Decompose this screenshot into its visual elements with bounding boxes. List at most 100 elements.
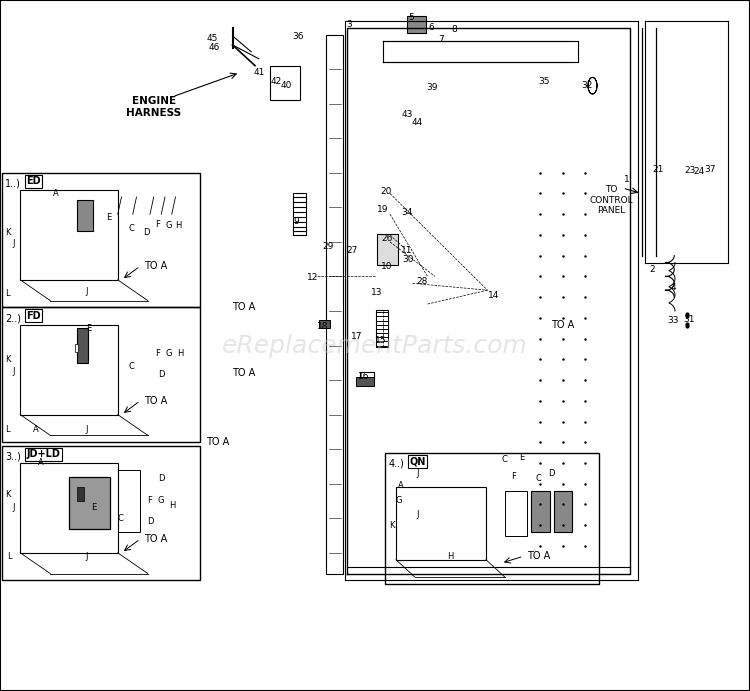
Text: D: D xyxy=(548,468,554,478)
Text: TO
CONTROL
PANEL: TO CONTROL PANEL xyxy=(590,185,633,216)
Text: 9: 9 xyxy=(293,216,299,226)
Text: F: F xyxy=(512,472,516,482)
Text: 33: 33 xyxy=(668,316,680,325)
Text: K: K xyxy=(4,490,10,500)
Text: eReplacementParts.com: eReplacementParts.com xyxy=(222,334,528,357)
Text: TO A: TO A xyxy=(550,320,574,330)
Bar xyxy=(376,310,388,347)
Text: TO A: TO A xyxy=(527,551,550,561)
Text: 11: 11 xyxy=(400,245,412,255)
Text: H: H xyxy=(170,501,176,511)
Text: 34: 34 xyxy=(401,207,413,217)
Bar xyxy=(76,328,88,363)
Text: J: J xyxy=(416,468,419,478)
Text: A: A xyxy=(398,481,404,491)
Text: A: A xyxy=(33,425,39,435)
Text: C: C xyxy=(536,473,542,483)
Text: E: E xyxy=(519,453,524,462)
Text: C: C xyxy=(128,361,134,371)
Text: F: F xyxy=(148,496,152,506)
Text: D: D xyxy=(147,517,153,527)
Text: 5: 5 xyxy=(408,12,414,22)
Bar xyxy=(20,325,118,415)
Text: 32: 32 xyxy=(581,81,593,91)
Text: 42: 42 xyxy=(270,77,282,86)
Text: 8: 8 xyxy=(451,24,457,34)
Text: TO A: TO A xyxy=(232,368,255,378)
Text: TO A: TO A xyxy=(144,534,167,544)
Bar xyxy=(377,234,398,265)
Text: 23: 23 xyxy=(684,166,696,176)
Text: ENGINE
HARNESS: ENGINE HARNESS xyxy=(126,96,182,118)
Text: 6: 6 xyxy=(428,23,434,32)
Text: 18: 18 xyxy=(316,322,328,332)
Text: 21: 21 xyxy=(652,164,664,174)
Text: 12: 12 xyxy=(307,273,319,283)
Text: 35: 35 xyxy=(538,77,550,86)
Text: K: K xyxy=(4,227,10,237)
Text: TO A: TO A xyxy=(144,396,167,406)
Text: 17: 17 xyxy=(350,332,362,341)
Text: D: D xyxy=(158,370,164,379)
Text: 26: 26 xyxy=(381,234,393,243)
Bar xyxy=(76,487,84,501)
Text: 13: 13 xyxy=(370,288,382,298)
Text: D: D xyxy=(158,473,164,483)
Bar xyxy=(75,344,78,352)
Text: L: L xyxy=(7,551,11,561)
Text: FD: FD xyxy=(26,311,40,321)
Text: H: H xyxy=(176,221,181,231)
Text: G: G xyxy=(158,496,164,506)
Bar xyxy=(319,320,330,328)
Text: K: K xyxy=(4,354,10,364)
Text: 27: 27 xyxy=(346,245,358,255)
Text: 14: 14 xyxy=(488,290,500,300)
Text: D: D xyxy=(143,228,149,238)
Text: C: C xyxy=(502,455,508,464)
Text: E: E xyxy=(106,213,111,223)
Text: TO A: TO A xyxy=(206,437,229,447)
Text: E: E xyxy=(86,323,92,333)
Text: JD+LD: JD+LD xyxy=(26,449,60,459)
Text: 3..): 3..) xyxy=(5,451,21,461)
Text: 43: 43 xyxy=(401,109,413,119)
Text: J: J xyxy=(416,509,419,519)
Text: TO A: TO A xyxy=(144,261,167,271)
Text: 4..): 4..) xyxy=(388,458,404,468)
Bar xyxy=(2,446,200,580)
Text: 31: 31 xyxy=(683,314,695,324)
Text: QN: QN xyxy=(410,456,426,466)
Text: 3: 3 xyxy=(346,19,352,29)
Bar xyxy=(76,200,93,231)
Text: G: G xyxy=(166,221,172,231)
Text: 1: 1 xyxy=(624,175,630,184)
Bar xyxy=(20,463,118,553)
Text: 30: 30 xyxy=(402,254,414,264)
Bar xyxy=(326,35,343,574)
Text: J: J xyxy=(85,287,88,296)
Text: 20: 20 xyxy=(380,187,392,196)
Text: L: L xyxy=(5,425,10,435)
Bar xyxy=(360,372,374,382)
Text: 36: 36 xyxy=(292,32,304,41)
Bar xyxy=(20,190,118,280)
Text: J: J xyxy=(12,367,15,377)
Text: 19: 19 xyxy=(376,205,388,214)
Text: 46: 46 xyxy=(209,43,220,53)
Bar xyxy=(396,487,486,560)
Text: H: H xyxy=(447,551,453,561)
Text: 40: 40 xyxy=(280,81,292,91)
Text: 2..): 2..) xyxy=(5,313,21,323)
Text: 24: 24 xyxy=(693,167,705,176)
Text: G: G xyxy=(166,349,172,359)
Bar xyxy=(270,66,300,100)
Bar xyxy=(407,16,426,33)
Text: A: A xyxy=(38,458,44,468)
Bar xyxy=(554,491,572,532)
Text: 10: 10 xyxy=(381,261,393,271)
Text: G: G xyxy=(396,496,402,506)
Text: J: J xyxy=(12,503,15,513)
Text: 7: 7 xyxy=(438,35,444,44)
Text: A: A xyxy=(53,189,59,198)
Text: 4: 4 xyxy=(670,283,676,292)
